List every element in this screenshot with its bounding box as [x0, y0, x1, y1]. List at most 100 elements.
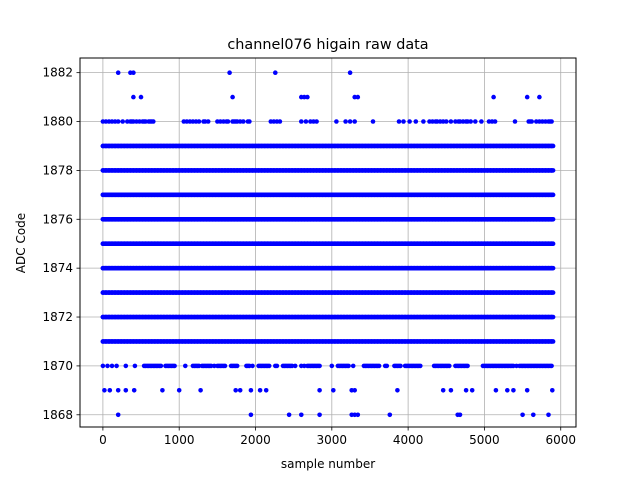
data-point [524, 388, 530, 393]
data-point [222, 363, 228, 369]
x-tick-label: 0 [99, 433, 107, 447]
y-tick-label: 1878 [42, 163, 73, 177]
data-point [286, 412, 292, 418]
data-point [448, 388, 454, 393]
data-point [277, 119, 283, 124]
data-point [115, 70, 121, 75]
data-point [549, 339, 554, 344]
data-point [549, 119, 554, 124]
data-point [198, 388, 203, 393]
data-point [413, 119, 419, 124]
x-axis-ticks: 0 1000 2000 3000 4000 5000 6000 [99, 427, 576, 447]
data-point [132, 363, 138, 369]
data-point [447, 363, 452, 369]
data-point [115, 412, 121, 418]
data-point [123, 363, 129, 369]
x-axis-label: sample number [281, 457, 375, 471]
data-point [248, 412, 254, 418]
data-point [398, 363, 403, 369]
data-point [549, 265, 554, 271]
data-point [183, 363, 188, 369]
data-point [138, 94, 144, 100]
data-point [355, 94, 361, 100]
data-point [334, 119, 339, 124]
data-point [505, 388, 510, 393]
data-point [317, 412, 322, 418]
data-point [314, 119, 319, 124]
data-point [370, 119, 376, 124]
data-points [100, 70, 556, 418]
y-axis-label: ADC Code [14, 213, 28, 273]
y-tick-label: 1868 [42, 408, 73, 422]
data-point [237, 388, 243, 393]
data-point [549, 241, 554, 246]
data-point [100, 363, 106, 369]
data-point [105, 363, 110, 369]
data-point [158, 363, 164, 369]
data-point [250, 363, 255, 369]
data-point [352, 119, 358, 124]
data-point [549, 363, 554, 369]
y-tick-label: 1880 [42, 115, 73, 129]
data-point [299, 412, 304, 418]
data-point [440, 388, 446, 393]
x-tick-label: 3000 [317, 433, 348, 447]
y-tick-label: 1876 [42, 212, 73, 226]
data-point [317, 363, 322, 369]
y-tick-label: 1870 [42, 359, 73, 373]
data-point [491, 94, 496, 100]
data-point [546, 412, 551, 418]
data-point [257, 388, 263, 393]
data-point [176, 388, 182, 393]
data-point [131, 388, 137, 393]
data-point [305, 94, 310, 100]
data-point [120, 119, 125, 124]
data-point [115, 119, 121, 124]
data-point [234, 363, 240, 369]
data-point [292, 363, 298, 369]
y-axis-ticks: 1868 1870 1872 1874 1876 1878 1880 1882 [42, 66, 80, 422]
data-point [511, 388, 516, 393]
data-point [463, 388, 469, 393]
data-point [347, 70, 353, 75]
data-point [131, 70, 136, 75]
data-point [355, 412, 361, 418]
data-point [274, 363, 280, 369]
data-point [549, 192, 554, 198]
data-point [549, 143, 554, 149]
x-tick-label: 2000 [240, 433, 271, 447]
data-point [407, 119, 412, 124]
data-point [549, 217, 554, 222]
data-point [303, 119, 309, 124]
data-point [448, 119, 454, 124]
data-point [263, 388, 269, 393]
data-point [421, 119, 426, 124]
data-point [329, 363, 335, 369]
data-point [473, 119, 478, 124]
data-point [114, 363, 119, 369]
y-tick-label: 1882 [42, 66, 73, 80]
y-tick-label: 1872 [42, 310, 73, 324]
data-point [299, 119, 304, 124]
data-point [401, 119, 406, 124]
data-point [376, 363, 382, 369]
data-point [205, 119, 211, 124]
x-tick-label: 5000 [469, 433, 500, 447]
data-point [160, 388, 165, 393]
x-tick-label: 4000 [393, 433, 424, 447]
data-point [273, 70, 278, 75]
data-point [248, 388, 254, 393]
data-point [418, 363, 423, 369]
data-point [549, 290, 554, 295]
data-point [317, 388, 322, 393]
data-point [107, 388, 113, 393]
data-point [225, 119, 231, 124]
data-point [444, 119, 449, 124]
data-point [347, 119, 353, 124]
data-point [227, 70, 232, 75]
data-point [387, 412, 393, 418]
data-point [109, 363, 115, 369]
data-point [479, 119, 484, 124]
